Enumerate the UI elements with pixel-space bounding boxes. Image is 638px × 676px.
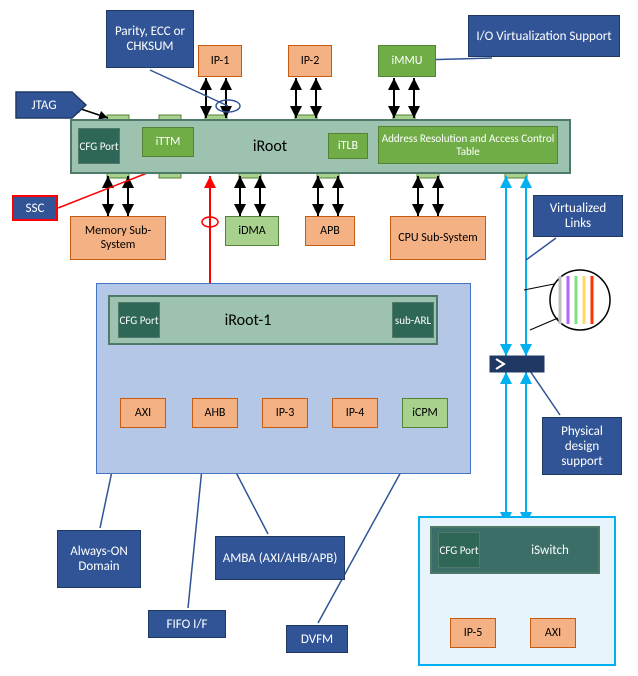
box-ip5: IP-5: [450, 618, 496, 648]
label-parity: Parity, ECC or CHKSUM: [106, 10, 194, 68]
box-ip4: IP-4: [332, 398, 378, 428]
label-physds: Physical design support: [542, 417, 622, 475]
box-ip2: IP-2: [288, 45, 332, 77]
label-ssc: SSC: [12, 195, 58, 221]
label-alwayson: Always-ON Domain: [57, 530, 141, 588]
iswitch-cfg-port: CFG Port: [438, 532, 480, 568]
label-fifo: FIFO I/F: [148, 610, 226, 638]
box-arl: Address Resolution and Access Control Ta…: [378, 126, 558, 164]
iswitch-title: iSwitch: [510, 538, 590, 562]
box-ittm: iTTM: [142, 127, 194, 157]
iroot-title: iRoot: [220, 133, 320, 159]
box-icpm: iCPM: [402, 398, 448, 428]
label-amba: AMBA (AXI/AHB/APB): [215, 536, 345, 580]
label-dvfm: DVFM: [286, 625, 348, 653]
label-iovirt: I/O Virtualization Support: [468, 15, 620, 57]
box-idma: iDMA: [225, 216, 279, 246]
box-cpu-subsystem: CPU Sub-System: [390, 216, 486, 260]
iroot1-cfg-port: CFG Port: [118, 302, 160, 338]
box-apb: APB: [305, 216, 355, 246]
box-sub-arl: sub-ARL: [392, 302, 434, 338]
iroot1-title: iRoot-1: [198, 307, 298, 333]
box-ahb: AHB: [192, 398, 238, 428]
iroot-cfg-port: CFG Port: [78, 128, 120, 164]
box-itlb: iTLB: [328, 133, 368, 159]
box-immu: iMMU: [378, 45, 436, 77]
box-ip1: IP-1: [198, 45, 242, 77]
label-vlinks: Virtualized Links: [533, 195, 623, 237]
box-axi: AXI: [120, 398, 166, 428]
box-axi2: AXI: [530, 618, 576, 648]
label-jtag: JTAG: [16, 92, 72, 118]
box-ip3: IP-3: [262, 398, 308, 428]
box-memory-subsystem: Memory Sub-System: [70, 216, 166, 260]
